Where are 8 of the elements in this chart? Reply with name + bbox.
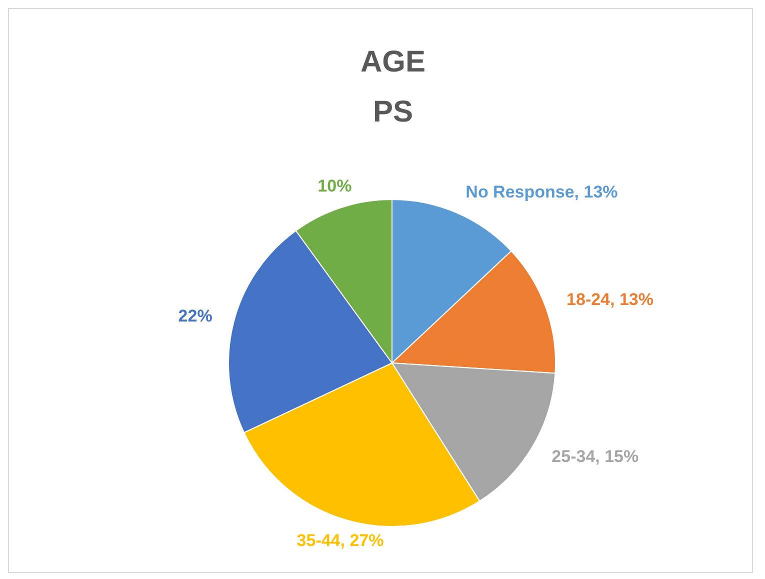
slice-label: 18-24, 13% bbox=[566, 290, 654, 309]
data-label: 22% bbox=[178, 306, 212, 326]
chart-title: AGE bbox=[360, 45, 426, 78]
slice-label: 35-44, 27% bbox=[296, 530, 384, 550]
slice-label: No Response, 13% bbox=[466, 182, 618, 202]
data-label: 10% bbox=[318, 176, 352, 196]
chart-subtitle: PS bbox=[372, 95, 414, 128]
slice-label: 25-34, 15% bbox=[552, 447, 639, 466]
